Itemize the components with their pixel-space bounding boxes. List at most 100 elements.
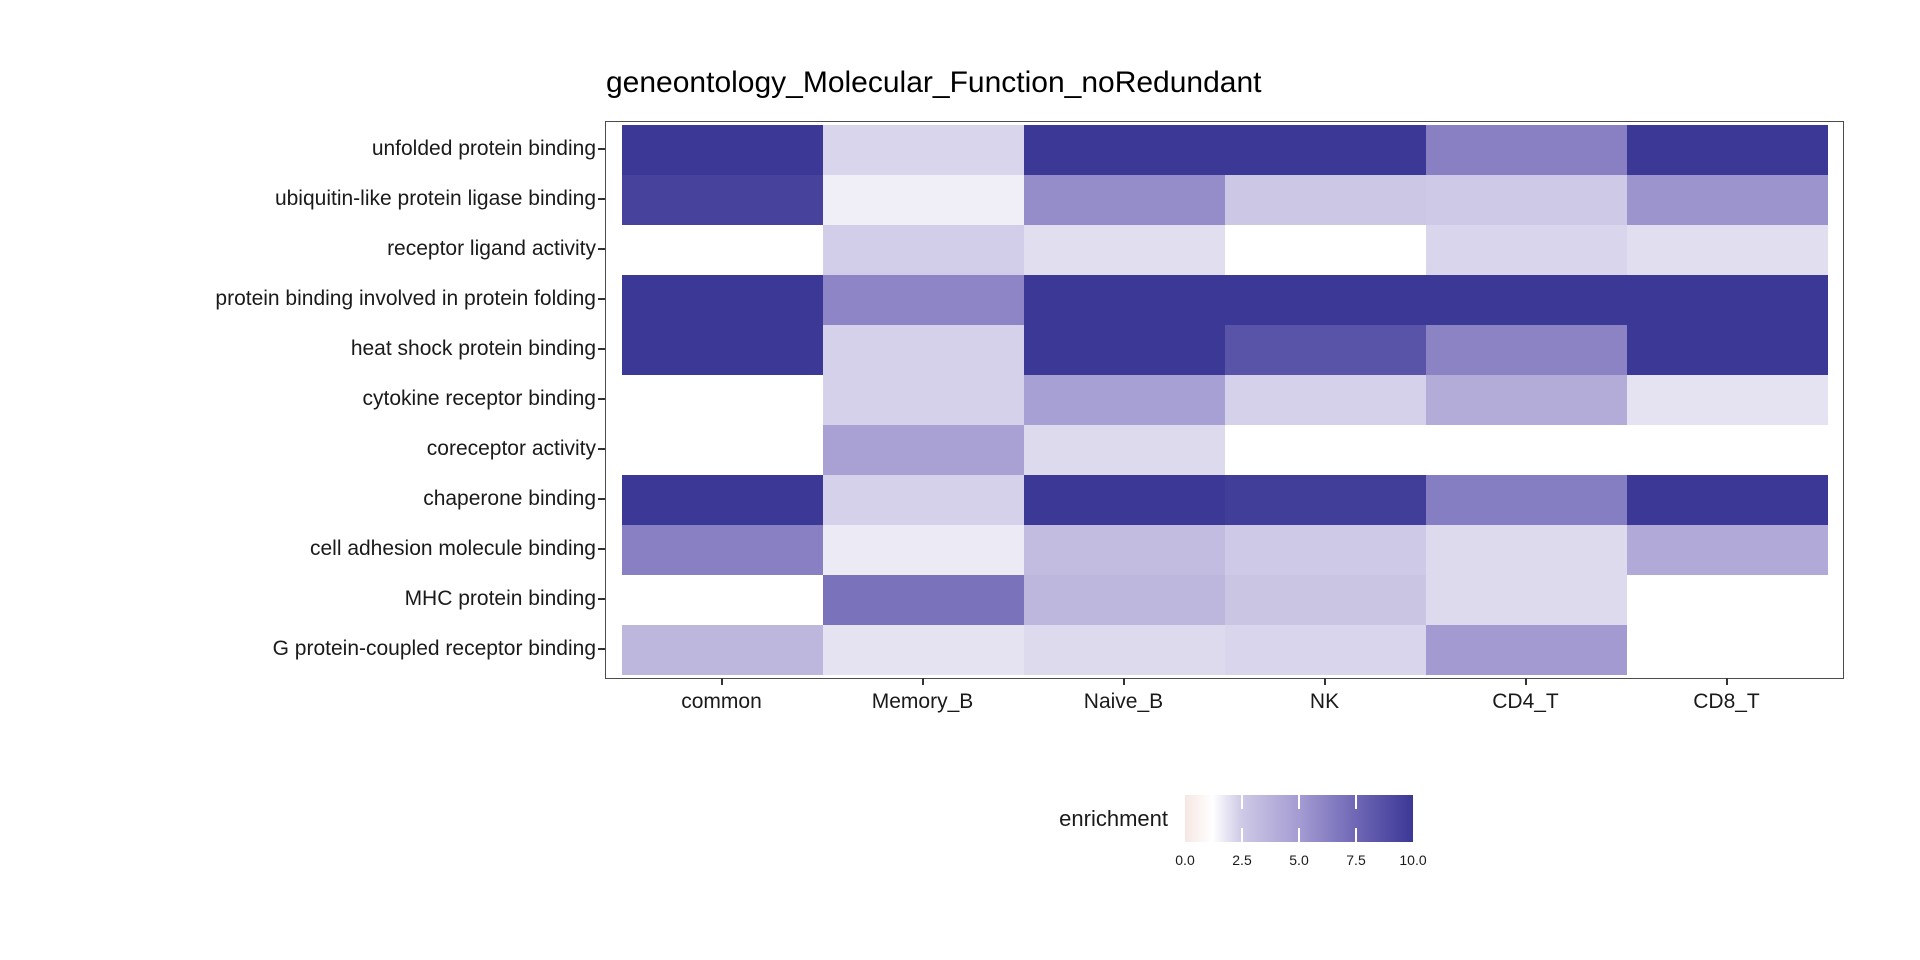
- y-axis-tick: [598, 248, 605, 250]
- x-axis-tick: [720, 678, 723, 685]
- y-axis-tick: [598, 548, 605, 550]
- legend-colorbar: [1185, 795, 1413, 842]
- heatmap-cell: [1426, 325, 1627, 375]
- heatmap-cell: [1426, 625, 1627, 675]
- y-axis-tick: [598, 398, 605, 400]
- y-axis-label: protein binding involved in protein fold…: [215, 287, 596, 310]
- y-axis-tick: [598, 648, 605, 650]
- heatmap-cell: [1225, 425, 1426, 475]
- heatmap-cell: [823, 175, 1024, 225]
- legend-tick-mark: [1241, 828, 1243, 842]
- y-axis-tick: [598, 498, 605, 500]
- heatmap-cell: [1024, 125, 1225, 175]
- y-axis-tick: [598, 298, 605, 300]
- heatmap-cell: [622, 475, 823, 525]
- heatmap-cell: [1024, 575, 1225, 625]
- legend-tick-label: 2.5: [1232, 852, 1252, 868]
- x-axis-tick: [1725, 678, 1728, 685]
- legend-tick-label: 5.0: [1289, 852, 1309, 868]
- heatmap-cell: [1426, 475, 1627, 525]
- heatmap-cell: [622, 425, 823, 475]
- heatmap-cell: [1627, 525, 1828, 575]
- heatmap-cell: [1024, 175, 1225, 225]
- heatmap-cell: [622, 225, 823, 275]
- heatmap-cell: [622, 125, 823, 175]
- legend-tick-mark: [1298, 795, 1300, 809]
- heatmap-cell: [1627, 575, 1828, 625]
- heatmap-cell: [823, 625, 1024, 675]
- legend-tick-mark: [1241, 795, 1243, 809]
- heatmap-cell: [1024, 375, 1225, 425]
- y-axis-tick: [598, 148, 605, 150]
- chart-title: geneontology_Molecular_Function_noRedund…: [606, 66, 1262, 99]
- heatmap-cell: [823, 525, 1024, 575]
- heatmap-cell: [1426, 275, 1627, 325]
- heatmap-cell: [1225, 375, 1426, 425]
- x-axis-label: NK: [1309, 690, 1340, 713]
- y-axis-label: receptor ligand activity: [387, 237, 596, 260]
- heatmap-cell: [622, 275, 823, 325]
- legend-tick-label: 0.0: [1175, 852, 1195, 868]
- heatmap-cell: [1225, 575, 1426, 625]
- x-axis-tick: [921, 678, 924, 685]
- heatmap-cell: [1426, 125, 1627, 175]
- heatmap-cell: [1024, 425, 1225, 475]
- legend-tick-mark: [1355, 795, 1357, 809]
- y-axis-label: chaperone binding: [423, 487, 596, 510]
- heatmap-cell: [1426, 525, 1627, 575]
- y-axis-label: MHC protein binding: [404, 587, 596, 610]
- legend-tick-mark: [1355, 828, 1357, 842]
- heatmap-cell: [823, 425, 1024, 475]
- heatmap-cell: [622, 325, 823, 375]
- heatmap-cell: [1225, 325, 1426, 375]
- y-axis-label: cell adhesion molecule binding: [309, 537, 596, 560]
- heatmap-cell: [622, 375, 823, 425]
- heatmap-cell: [622, 175, 823, 225]
- heatmap-cell: [1225, 125, 1426, 175]
- y-axis-tick: [598, 448, 605, 450]
- legend-tick-mark: [1298, 828, 1300, 842]
- heatmap-cell: [1627, 325, 1828, 375]
- y-axis-label: ubiquitin-like protein ligase binding: [274, 187, 596, 210]
- heatmap-cell: [823, 125, 1024, 175]
- heatmap-cell: [1024, 275, 1225, 325]
- x-axis-label: common: [681, 690, 762, 713]
- heatmap-cell: [823, 325, 1024, 375]
- heatmap-cell: [1627, 125, 1828, 175]
- heatmap-cell: [1024, 525, 1225, 575]
- heatmap-grid: [622, 125, 1828, 675]
- heatmap-cell: [1426, 575, 1627, 625]
- x-axis-tick: [1323, 678, 1326, 685]
- heatmap-cell: [1225, 625, 1426, 675]
- heatmap-cell: [622, 575, 823, 625]
- heatmap-cell: [1426, 175, 1627, 225]
- legend-tick-label: 7.5: [1346, 852, 1366, 868]
- heatmap-cell: [1225, 475, 1426, 525]
- legend-title: enrichment: [1059, 806, 1168, 831]
- y-axis-label: coreceptor activity: [426, 437, 596, 460]
- legend-tick-label: 10.0: [1399, 852, 1427, 868]
- heatmap-cell: [1024, 625, 1225, 675]
- heatmap-cell: [1225, 525, 1426, 575]
- heatmap-cell: [1426, 225, 1627, 275]
- x-axis-tick: [1524, 678, 1527, 685]
- plot-area: [605, 121, 1844, 679]
- heatmap-cell: [1225, 175, 1426, 225]
- x-axis-label: Memory_B: [871, 690, 974, 713]
- heatmap-cell: [1627, 425, 1828, 475]
- heatmap-cell: [1627, 175, 1828, 225]
- heatmap-cell: [1627, 475, 1828, 525]
- y-axis-label: cytokine receptor binding: [362, 387, 596, 410]
- heatmap-cell: [1627, 275, 1828, 325]
- heatmap-cell: [823, 375, 1024, 425]
- heatmap-cell: [823, 575, 1024, 625]
- heatmap-cell: [1627, 625, 1828, 675]
- y-axis-label: unfolded protein binding: [371, 137, 596, 160]
- y-axis-label: G protein-coupled receptor binding: [272, 637, 596, 660]
- heatmap-cell: [1024, 325, 1225, 375]
- heatmap-cell: [622, 525, 823, 575]
- heatmap-cell: [1225, 225, 1426, 275]
- heatmap-cell: [1426, 375, 1627, 425]
- y-axis-tick: [598, 198, 605, 200]
